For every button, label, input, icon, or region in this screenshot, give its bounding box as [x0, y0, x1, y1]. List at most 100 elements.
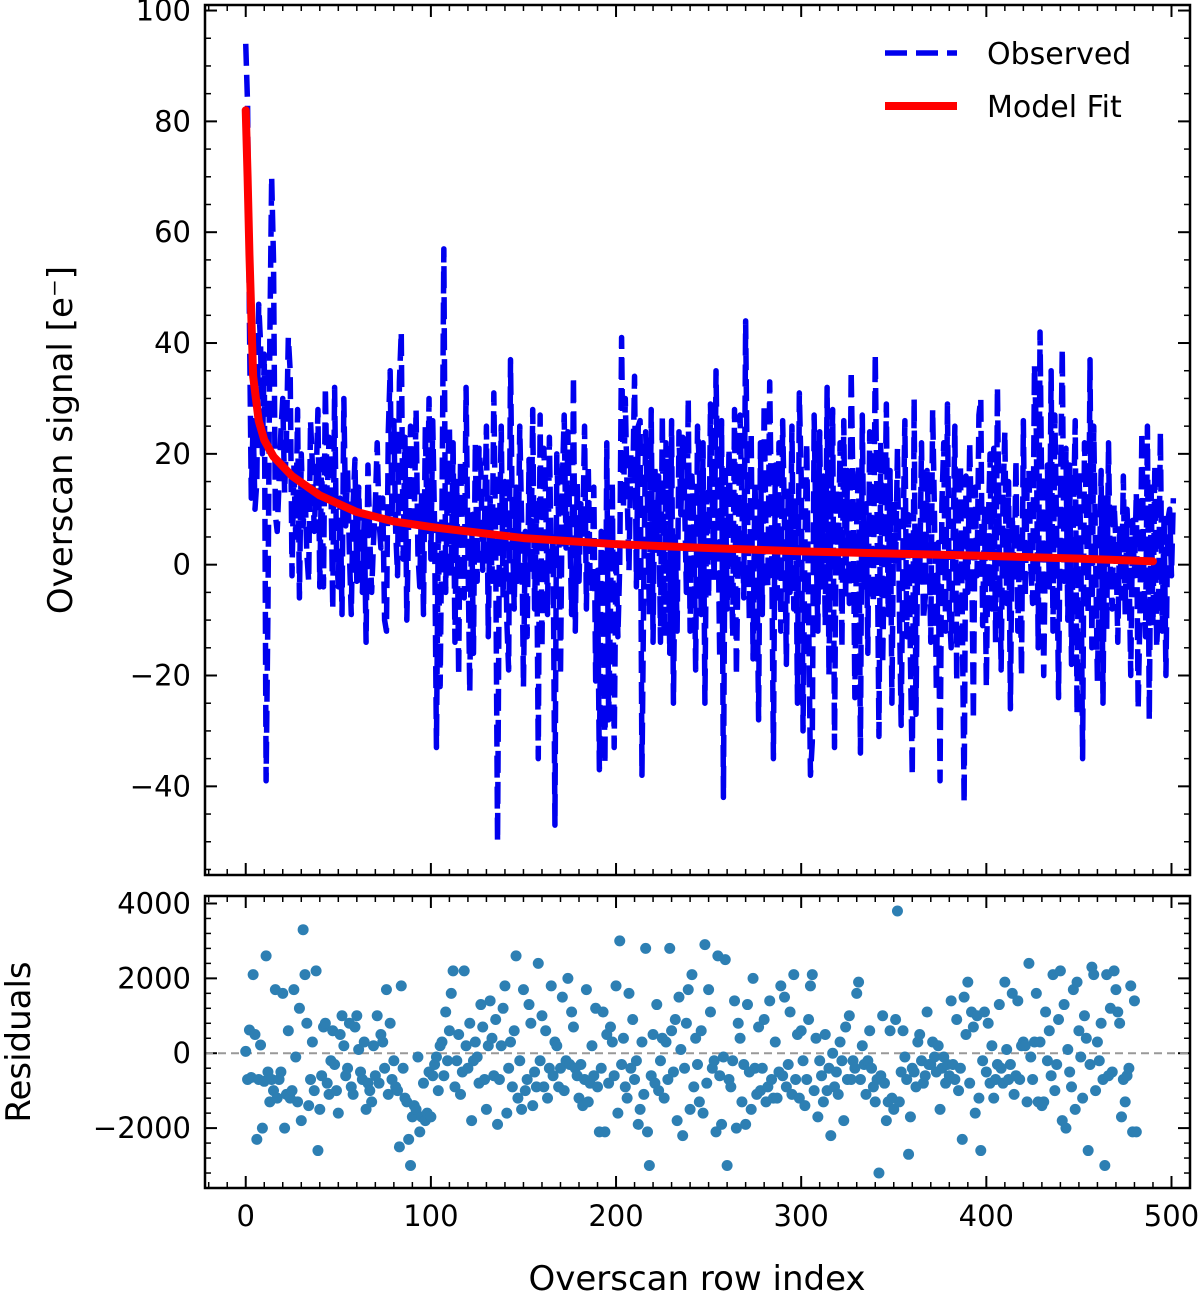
residual-point [729, 995, 741, 1007]
residual-point [384, 1017, 396, 1029]
residual-point [432, 1085, 444, 1097]
residual-point [1112, 1006, 1124, 1018]
residual-point [1041, 1055, 1053, 1067]
residual-point [1021, 1096, 1033, 1108]
residual-point [804, 980, 816, 992]
residual-point [958, 991, 970, 1003]
residual-point [890, 1014, 902, 1026]
residual-point [614, 935, 626, 947]
residual-point [1091, 1036, 1103, 1048]
residual-point [673, 991, 685, 1003]
residual-point [490, 1014, 502, 1026]
residual-point [908, 1066, 920, 1078]
residual-point [271, 1092, 283, 1104]
residual-point [495, 1040, 507, 1052]
residual-point [277, 987, 289, 999]
residual-point [373, 1077, 385, 1089]
residual-point [1090, 1085, 1102, 1097]
residual-point [1099, 1160, 1111, 1172]
residual-point [803, 1014, 815, 1026]
signal-ytick-label: −20 [130, 659, 191, 693]
residual-point [932, 1040, 944, 1052]
residual-point [851, 987, 863, 999]
residual-point [856, 1040, 868, 1052]
residual-point [879, 1077, 890, 1089]
residual-point [1023, 957, 1035, 969]
legend: Observed Model Fit [885, 37, 1131, 125]
residual-point [1030, 987, 1042, 999]
residual-point [730, 1122, 742, 1134]
residual-point [814, 1055, 826, 1067]
residual-point [275, 1066, 287, 1078]
residual-point [978, 1006, 990, 1018]
residual-point [667, 1066, 679, 1078]
residual-point [775, 980, 787, 992]
residual-point [1006, 987, 1018, 999]
residual-point [669, 1014, 681, 1026]
residual-point [403, 1133, 415, 1145]
residual-point [986, 1040, 998, 1052]
residual-point [838, 1115, 850, 1127]
residual-point [303, 1100, 315, 1112]
signal-ytick-label: −40 [130, 769, 191, 803]
residual-point [1077, 1092, 1089, 1104]
residual-point [745, 1103, 757, 1115]
residual-point [964, 1077, 976, 1089]
residual-point [338, 1040, 350, 1052]
residual-point [493, 1073, 505, 1085]
residual-point [505, 1036, 516, 1048]
residual-point [654, 1055, 666, 1067]
residual-point [595, 1062, 607, 1074]
residual-point [449, 1081, 461, 1093]
residual-point [377, 1036, 389, 1048]
residual-point [897, 1025, 909, 1037]
residual-point [612, 1107, 624, 1119]
residual-point [554, 1062, 566, 1074]
residual-point [617, 1032, 629, 1044]
residual-point [603, 1077, 615, 1089]
residual-point [562, 972, 574, 984]
signal-ytick-label: 80 [154, 104, 191, 138]
residual-point [703, 984, 715, 996]
residual-point [347, 1088, 359, 1100]
residual-point [817, 1096, 829, 1108]
residual-point [558, 1085, 570, 1097]
residual-point [586, 1040, 598, 1052]
residual-point [914, 1029, 926, 1041]
residual-point [816, 1070, 828, 1082]
residuals-xtick-label: 300 [774, 1199, 829, 1233]
residual-point [251, 1133, 263, 1145]
residual-point [790, 1073, 802, 1085]
signal-ytick-label: 0 [173, 548, 191, 582]
residual-point [506, 1081, 518, 1093]
residual-point [1064, 1066, 1076, 1078]
residual-point [466, 1115, 478, 1127]
residual-point [949, 1073, 961, 1085]
residual-point [447, 965, 459, 977]
residual-point [545, 980, 557, 992]
residual-point [708, 1055, 720, 1067]
residual-point [464, 1017, 476, 1029]
residual-point [547, 1070, 559, 1082]
residual-point [651, 999, 663, 1011]
residual-point [521, 1073, 533, 1085]
residual-point [295, 1115, 307, 1127]
residual-point [630, 1055, 642, 1067]
residual-point [1123, 1062, 1135, 1074]
residual-point [704, 1006, 716, 1018]
residual-point [286, 1085, 298, 1097]
residual-point [675, 1043, 687, 1055]
residual-point [777, 1070, 789, 1082]
residual-point [293, 1002, 305, 1014]
residual-point [719, 954, 731, 966]
residual-point [1062, 1043, 1074, 1055]
residual-point [679, 1062, 691, 1074]
residuals-xtick-label: 200 [588, 1199, 643, 1233]
residual-point [395, 980, 407, 992]
residual-point [453, 1029, 465, 1041]
residual-point [1038, 1096, 1050, 1108]
residual-point [1125, 980, 1137, 992]
residual-point [643, 1160, 655, 1172]
residual-point [738, 1058, 750, 1070]
residual-point [732, 1017, 744, 1029]
